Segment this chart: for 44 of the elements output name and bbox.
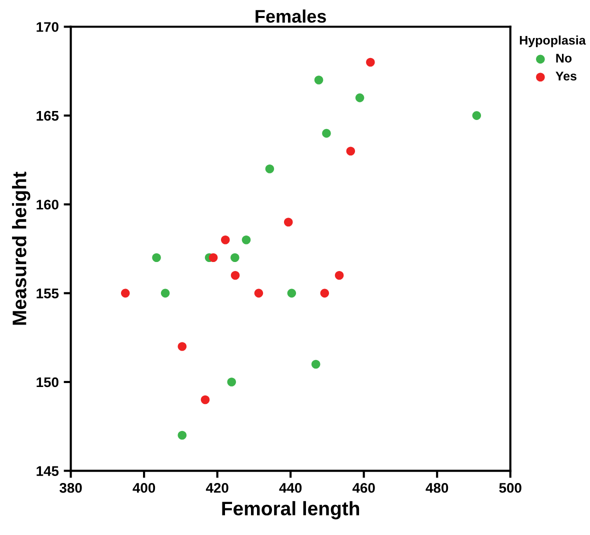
y-tick-label: 165	[36, 110, 59, 121]
legend-label: Yes	[556, 72, 576, 80]
point	[178, 342, 187, 351]
point	[314, 76, 324, 84]
chart-title: Females	[256, 10, 326, 23]
point	[320, 288, 330, 298]
point	[242, 236, 251, 244]
point	[120, 288, 130, 298]
x-tick-label: 480	[426, 482, 448, 493]
y-tick-label: 145	[36, 466, 59, 476]
x-tick-label: 440	[279, 482, 302, 493]
point	[254, 288, 264, 298]
y-tick-label: 150	[36, 377, 58, 388]
point	[160, 288, 170, 298]
point	[284, 218, 293, 227]
x-tick-label: 460	[352, 482, 375, 493]
legend-label: No	[556, 54, 572, 63]
point	[265, 164, 274, 174]
y-tick-label: 170	[36, 22, 58, 32]
point	[366, 58, 375, 67]
y-tick-label: 160	[36, 200, 58, 210]
point	[346, 146, 356, 156]
point	[230, 253, 240, 262]
y-axis-title: Measured height	[12, 172, 30, 325]
x-axis-title: Femoral length	[222, 501, 360, 520]
point	[287, 288, 296, 298]
point	[227, 378, 236, 386]
point	[200, 395, 210, 404]
point	[355, 93, 364, 102]
point	[334, 271, 344, 280]
point	[220, 236, 230, 244]
x-tick-label: 380	[60, 482, 82, 493]
point	[472, 111, 482, 120]
point	[178, 430, 187, 440]
y-tick-label: 155	[36, 288, 59, 298]
x-tick-label: 400	[132, 482, 156, 493]
legend-title: Hypoplasia	[520, 36, 586, 48]
point	[230, 271, 240, 280]
point	[322, 128, 331, 138]
point	[152, 253, 161, 262]
x-tick-label: 500	[499, 482, 522, 493]
point	[311, 360, 320, 369]
x-tick-label: 420	[206, 482, 228, 493]
point	[208, 253, 218, 262]
